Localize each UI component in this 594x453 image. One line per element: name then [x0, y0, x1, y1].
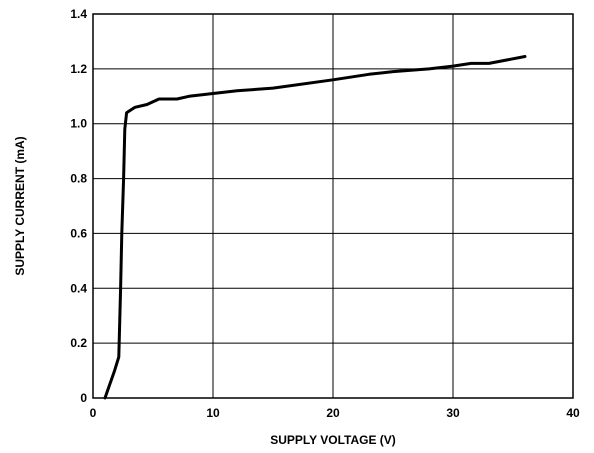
tick-labels: 0 10 20 30 40 0 0.2 0.4 0.6 0.8 1.0 1.2 1.4: [70, 7, 580, 420]
x-tick-label: 30: [446, 406, 460, 420]
series-line: [103, 55, 527, 400]
y-tick-label: 1.4: [70, 7, 87, 21]
y-tick-label: 0.2: [70, 336, 87, 350]
grid-lines: [93, 14, 573, 398]
plot-frame: [92, 13, 574, 399]
y-tick-label: 0.8: [70, 172, 87, 186]
x-tick-label: 10: [206, 406, 220, 420]
y-tick-label: 0.6: [70, 226, 87, 240]
y-tick-label: 1.2: [70, 62, 87, 76]
x-tick-label: 40: [566, 406, 580, 420]
x-tick-label: 20: [326, 406, 340, 420]
x-tick-label: 0: [90, 406, 97, 420]
x-axis-label: SUPPLY VOLTAGE (V): [270, 433, 396, 447]
series-layer: [103, 55, 527, 400]
y-tick-label: 1.0: [70, 117, 87, 131]
y-tick-label: 0: [80, 391, 87, 405]
y-tick-label: 0.4: [70, 281, 87, 295]
y-axis-label: SUPPLY CURRENT (mA): [13, 136, 27, 275]
